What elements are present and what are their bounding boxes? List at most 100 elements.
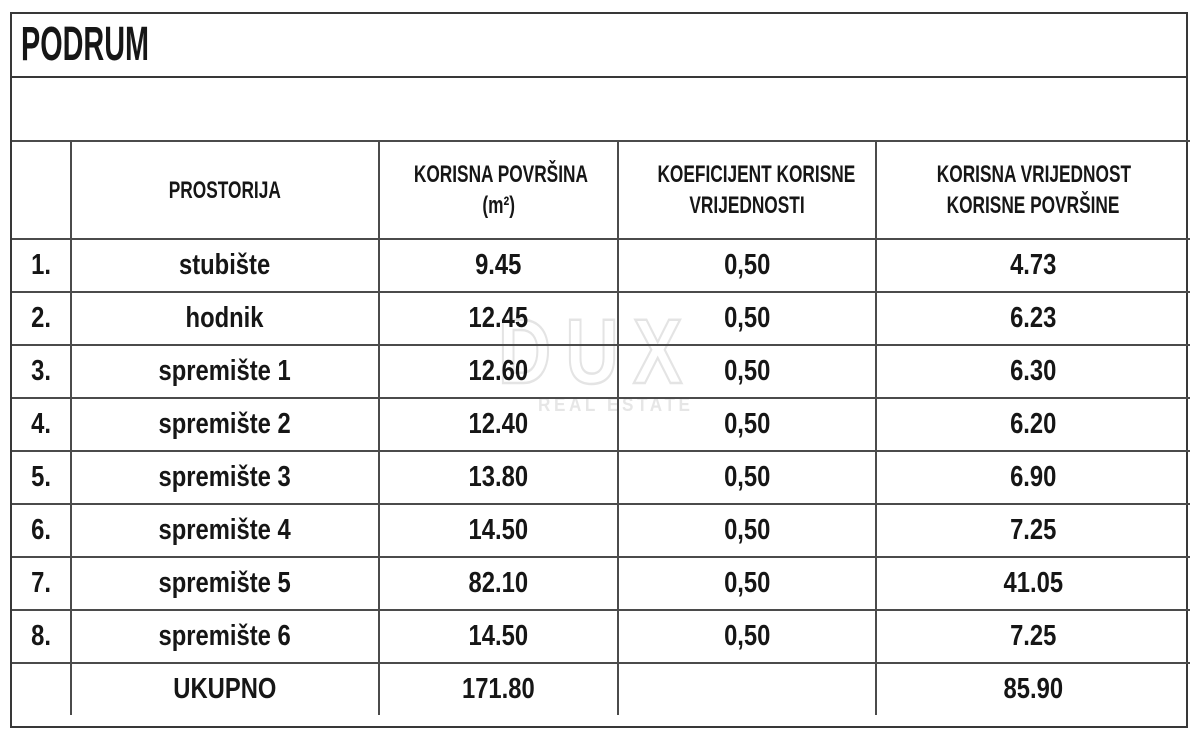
- document-sheet: PODRUM PROSTORIJA KORISNA POVRŠINA (m²) …: [10, 12, 1190, 728]
- total-usable-value: 85.90: [1003, 673, 1064, 705]
- room-name-cell: spremište 6: [70, 609, 380, 664]
- column-header-number: [12, 140, 72, 240]
- row-number-cell: 6.: [12, 503, 72, 558]
- table-row: 7. spremište 5 82.10 0,50 41.05: [12, 556, 1190, 611]
- usable-value: 6.30: [1010, 355, 1057, 387]
- area-value: 12.60: [468, 355, 529, 387]
- column-header-coefficient: KOEFICIJENT KORISNE VRIJEDNOSTI: [617, 140, 877, 240]
- room-name-cell: stubište: [70, 238, 380, 293]
- row-number-cell: 8.: [12, 609, 72, 664]
- table-row: 4. spremište 2 12.40 0,50 6.20: [12, 397, 1190, 452]
- row-number-cell: 2.: [12, 291, 72, 346]
- row-number: 3.: [31, 355, 51, 387]
- column-header-coefficient-line1: KOEFICIJENT KORISNE: [657, 161, 856, 188]
- area-value: 12.40: [468, 408, 529, 440]
- usable-value: 7.25: [1010, 514, 1057, 546]
- column-header-value-line2: KORISNE POVRŠINE: [947, 192, 1120, 219]
- room-name: stubište: [179, 249, 271, 281]
- room-name-cell: hodnik: [70, 291, 380, 346]
- row-number-cell: 5.: [12, 450, 72, 505]
- coefficient-value: 0,50: [723, 249, 771, 281]
- table-row: 1. stubište 9.45 0,50 4.73: [12, 238, 1190, 293]
- area-value: 14.50: [468, 514, 529, 546]
- coefficient-value: 0,50: [723, 620, 771, 652]
- row-number: 8.: [31, 620, 51, 652]
- area-value: 82.10: [468, 567, 529, 599]
- header-row: PROSTORIJA KORISNA POVRŠINA (m²) KOEFICI…: [12, 140, 1190, 240]
- value-cell: 41.05: [875, 556, 1190, 611]
- total-area-value: 171.80: [462, 673, 535, 705]
- usable-value: 6.90: [1010, 461, 1057, 493]
- value-cell: 6.90: [875, 450, 1190, 505]
- table-row: 2. hodnik 12.45 0,50 6.23: [12, 291, 1190, 346]
- room-name-cell: spremište 5: [70, 556, 380, 611]
- column-header-room: PROSTORIJA: [70, 140, 380, 240]
- row-number-cell: 3.: [12, 344, 72, 399]
- coefficient-cell: 0,50: [617, 556, 877, 611]
- usable-value: 6.20: [1010, 408, 1057, 440]
- area-cell: 13.80: [378, 450, 619, 505]
- column-header-room-label: PROSTORIJA: [168, 176, 282, 204]
- total-area-cell: 171.80: [378, 662, 619, 715]
- row-number: 1.: [31, 249, 51, 281]
- title-bar: PODRUM: [12, 14, 1186, 78]
- value-cell: 6.30: [875, 344, 1190, 399]
- column-header-coefficient-line2: VRIJEDNOSTI: [689, 192, 805, 219]
- total-label: UKUPNO: [173, 673, 277, 705]
- usable-value: 6.23: [1010, 302, 1057, 334]
- column-header-area: KORISNA POVRŠINA (m²): [378, 140, 619, 240]
- value-cell: 7.25: [875, 609, 1190, 664]
- coefficient-value: 0,50: [723, 461, 771, 493]
- spacer-band: [12, 78, 1186, 140]
- row-number-cell: [12, 662, 72, 715]
- room-name: spremište 6: [158, 620, 292, 652]
- total-coefficient-cell: [617, 662, 877, 715]
- coefficient-value: 0,50: [723, 355, 771, 387]
- column-header-area-line2: (m²): [482, 192, 515, 219]
- column-header-value-line1: KORISNA VRIJEDNOST: [936, 161, 1131, 188]
- coefficient-value: 0,50: [723, 567, 771, 599]
- row-number: 2.: [31, 302, 51, 334]
- area-cell: 14.50: [378, 503, 619, 558]
- usable-value: 7.25: [1010, 620, 1057, 652]
- table-row: 8. spremište 6 14.50 0,50 7.25: [12, 609, 1190, 664]
- coefficient-cell: 0,50: [617, 450, 877, 505]
- table-row: 5. spremište 3 13.80 0,50 6.90: [12, 450, 1190, 505]
- row-number: 5.: [31, 461, 51, 493]
- room-name: spremište 1: [158, 355, 292, 387]
- room-name: hodnik: [186, 302, 264, 334]
- room-name-cell: spremište 1: [70, 344, 380, 399]
- area-cell: 9.45: [378, 238, 619, 293]
- room-name: spremište 5: [158, 567, 292, 599]
- area-cell: 12.40: [378, 397, 619, 452]
- coefficient-value: 0,50: [723, 408, 771, 440]
- room-name: spremište 2: [158, 408, 292, 440]
- row-number-cell: 7.: [12, 556, 72, 611]
- area-value: 13.80: [468, 461, 529, 493]
- area-cell: 12.45: [378, 291, 619, 346]
- area-cell: 12.60: [378, 344, 619, 399]
- coefficient-cell: 0,50: [617, 503, 877, 558]
- area-value: 12.45: [468, 302, 529, 334]
- row-number: 6.: [31, 514, 51, 546]
- coefficient-cell: 0,50: [617, 291, 877, 346]
- value-cell: 4.73: [875, 238, 1190, 293]
- coefficient-cell: 0,50: [617, 238, 877, 293]
- coefficient-value: 0,50: [723, 302, 771, 334]
- coefficient-cell: 0,50: [617, 397, 877, 452]
- coefficient-value: 0,50: [723, 514, 771, 546]
- room-name-cell: spremište 4: [70, 503, 380, 558]
- value-cell: 6.23: [875, 291, 1190, 346]
- row-number-cell: 1.: [12, 238, 72, 293]
- row-number-cell: 4.: [12, 397, 72, 452]
- area-cell: 14.50: [378, 609, 619, 664]
- page-title: PODRUM: [21, 18, 149, 71]
- room-name: spremište 4: [158, 514, 292, 546]
- area-value: 9.45: [475, 249, 522, 281]
- table-row: 6. spremište 4 14.50 0,50 7.25: [12, 503, 1190, 558]
- row-number: 7.: [31, 567, 51, 599]
- area-value: 14.50: [468, 620, 529, 652]
- usable-value: 41.05: [1003, 567, 1064, 599]
- room-name: spremište 3: [158, 461, 292, 493]
- column-header-value: KORISNA VRIJEDNOST KORISNE POVRŠINE: [875, 140, 1190, 240]
